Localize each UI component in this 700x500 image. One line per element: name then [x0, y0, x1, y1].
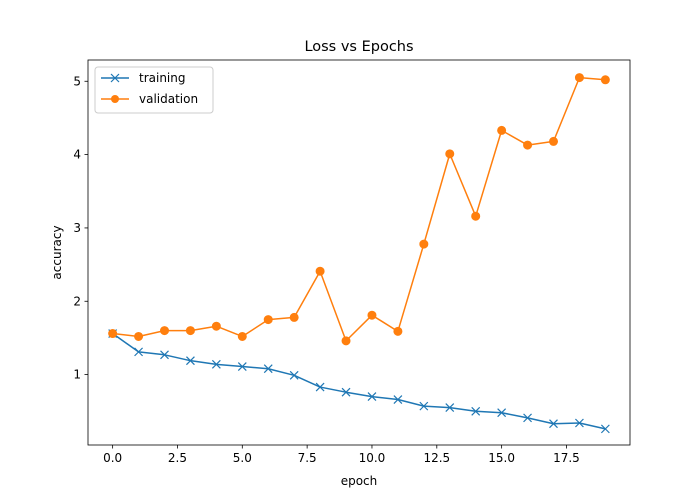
x-tick-label: 7.5 [298, 451, 317, 465]
validation-point [548, 136, 558, 146]
series-line-training [112, 332, 606, 430]
validation-point [471, 211, 481, 221]
validation-point [600, 75, 610, 85]
validation-point [211, 321, 221, 331]
y-tick-label: 2 [73, 294, 81, 308]
training-point [549, 419, 558, 429]
validation-point [419, 239, 429, 249]
training-point [367, 392, 377, 402]
x-tick-label: 17.5 [553, 451, 580, 465]
validation-point [134, 331, 144, 341]
validation-point [185, 326, 195, 336]
validation-point [237, 331, 247, 341]
chart-title: Loss vs Epochs [304, 39, 413, 55]
training-point [523, 413, 532, 423]
validation-point [263, 315, 273, 325]
validation-point [523, 140, 533, 150]
legend-marker-validation [111, 95, 119, 103]
training-point [497, 408, 507, 418]
x-tick-label: 10.0 [359, 451, 386, 465]
axes-frame [87, 59, 631, 446]
legend-marker-training [110, 73, 120, 83]
training-point [186, 356, 195, 366]
training-point [393, 395, 403, 404]
training-point [471, 406, 481, 416]
validation-point [574, 73, 584, 83]
validation-point [367, 310, 377, 320]
training-point [263, 364, 273, 374]
validation-point [160, 326, 170, 336]
legend-label-training: training [139, 71, 186, 85]
y-tick-label: 5 [73, 74, 81, 88]
legend: training validation [94, 66, 214, 114]
plot-area: 0.0 2.5 5.0 7.5 10.0 12.5 15.0 17.5 1 2 3 4 5 [73, 59, 631, 465]
validation-point [341, 336, 351, 346]
training-point [341, 387, 351, 397]
y-tick-label: 3 [73, 221, 81, 235]
x-tick-label: 12.5 [423, 451, 450, 465]
x-tick-label: 5.0 [233, 451, 252, 465]
validation-point [497, 125, 507, 135]
legend-label-validation: validation [139, 92, 198, 106]
y-tick-label: 4 [73, 148, 81, 162]
y-tick-label: 1 [73, 368, 81, 382]
training-point [445, 403, 455, 413]
x-tick-label: 15.0 [488, 451, 515, 465]
x-axis-label: epoch [341, 474, 378, 488]
training-point [600, 424, 610, 434]
validation-point [445, 149, 455, 159]
x-tick-label: 2.5 [168, 451, 187, 465]
training-point [237, 362, 247, 371]
validation-point [108, 329, 118, 339]
validation-point [289, 312, 299, 322]
series-line-validation [112, 76, 606, 342]
validation-point [393, 326, 403, 336]
validation-point [315, 266, 325, 276]
training-point [211, 359, 221, 369]
x-tick-label: 0.0 [103, 451, 122, 465]
training-point [160, 350, 169, 360]
training-point [134, 347, 143, 357]
training-point [315, 382, 325, 392]
training-point [575, 418, 584, 428]
training-point [289, 370, 299, 380]
training-point [419, 401, 429, 411]
y-axis-label: accuracy [50, 225, 64, 279]
